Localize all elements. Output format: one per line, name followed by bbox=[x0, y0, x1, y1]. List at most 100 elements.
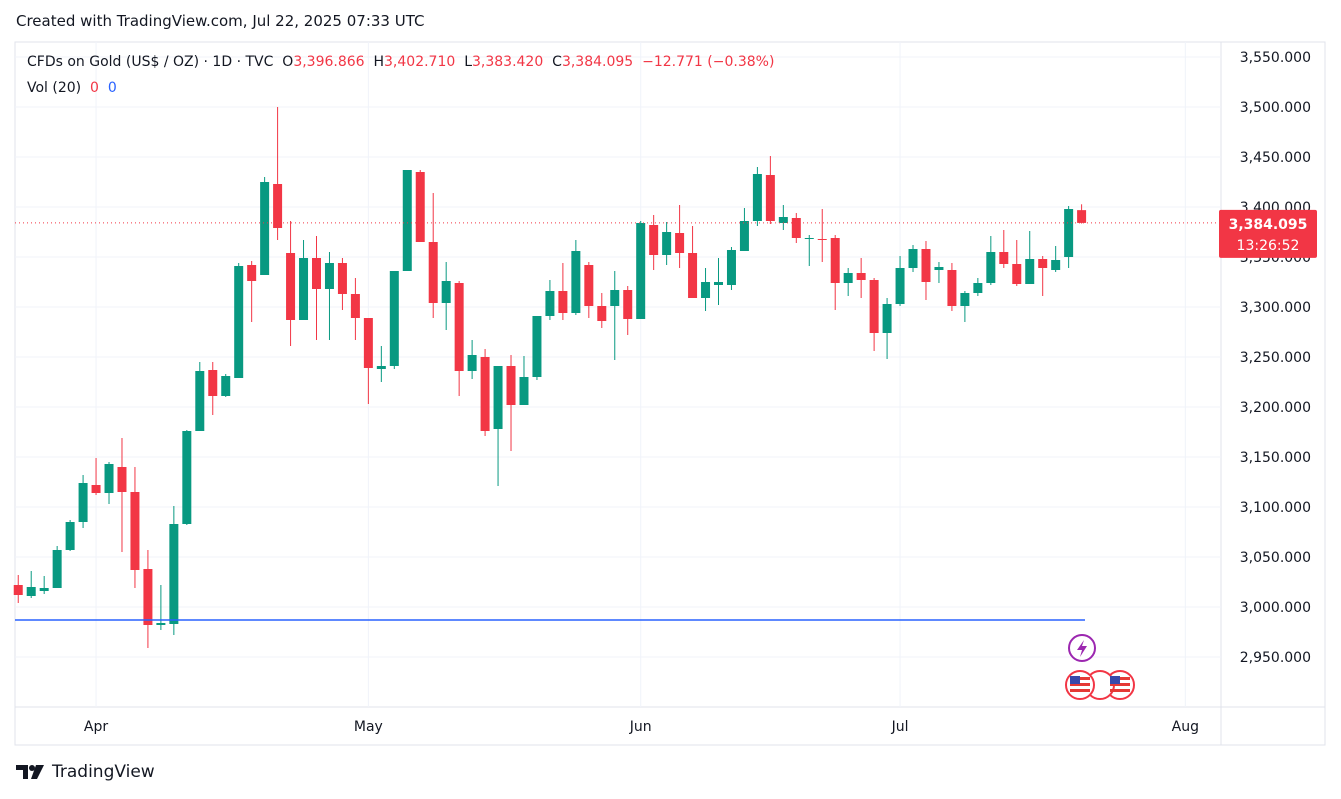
candle-body bbox=[791, 218, 801, 238]
candle-body bbox=[91, 485, 101, 493]
candle-body bbox=[662, 232, 672, 255]
candle-body bbox=[545, 291, 555, 316]
candle-body bbox=[324, 263, 334, 289]
candle-body bbox=[39, 588, 49, 591]
candle-body bbox=[52, 550, 62, 588]
marks bbox=[13, 107, 1221, 648]
candle-body bbox=[973, 283, 983, 293]
candle-body bbox=[571, 251, 581, 313]
legend-label: H bbox=[373, 54, 385, 70]
legend-value: 3,383.420 bbox=[472, 54, 544, 70]
candle-body bbox=[337, 263, 347, 294]
candle-body bbox=[169, 524, 179, 624]
candle-body bbox=[286, 253, 296, 320]
footer: TradingView bbox=[16, 762, 155, 782]
candle-body bbox=[934, 267, 944, 270]
candle-body bbox=[260, 182, 270, 275]
candle-body bbox=[493, 366, 503, 429]
candle-body bbox=[843, 273, 853, 283]
candle-body bbox=[739, 221, 749, 251]
y-tick-label: 3,450.000 bbox=[1240, 150, 1311, 166]
candle-body bbox=[804, 238, 814, 239]
volume-value: 0 bbox=[90, 80, 99, 96]
candle-body bbox=[1064, 209, 1074, 257]
brand-name: TradingView bbox=[52, 762, 155, 782]
candle-body bbox=[65, 522, 75, 550]
axes: 2,950.000 3,000.000 3,050.000 3,100.000 3,15… bbox=[84, 50, 1317, 735]
candle-body bbox=[156, 623, 166, 625]
candle-body bbox=[882, 304, 892, 333]
candle-body bbox=[350, 294, 360, 318]
candle-body bbox=[363, 318, 373, 368]
candle-body bbox=[532, 316, 542, 377]
candle-body bbox=[480, 357, 490, 431]
candle-body bbox=[13, 585, 23, 595]
legend-change-pct: (−0.38%) bbox=[707, 54, 775, 70]
y-tick-label: 3,300.000 bbox=[1240, 300, 1311, 316]
candle-body bbox=[1038, 259, 1048, 268]
volume-value: 0 bbox=[107, 80, 117, 96]
legend-value: 3,402.710 bbox=[384, 54, 456, 70]
candle-body bbox=[1077, 210, 1087, 223]
countdown-label: 13:26:52 bbox=[1237, 238, 1300, 254]
candle-body bbox=[519, 377, 529, 405]
candle-body bbox=[558, 291, 568, 313]
candle-body bbox=[1025, 259, 1035, 284]
candle-body bbox=[856, 273, 866, 280]
x-tick-label: Jun bbox=[629, 719, 652, 735]
candle-body bbox=[778, 217, 788, 223]
candle-body bbox=[273, 184, 283, 228]
candle-body bbox=[817, 239, 827, 240]
candle-body bbox=[234, 266, 244, 378]
y-tick-label: 3,000.000 bbox=[1240, 600, 1311, 616]
y-tick-label: 3,050.000 bbox=[1240, 550, 1311, 566]
legend-value: 3,396.866 bbox=[293, 54, 365, 70]
candle-body bbox=[104, 464, 114, 493]
x-tick-label: Jul bbox=[891, 719, 909, 735]
candle-body bbox=[726, 250, 736, 285]
candle-body bbox=[415, 172, 425, 242]
candle-body bbox=[26, 587, 36, 596]
candle-body bbox=[597, 306, 607, 321]
y-tick-label: 3,200.000 bbox=[1240, 400, 1311, 416]
candle-body bbox=[299, 258, 309, 320]
legend-title: CFDs on Gold (US$ / OZ) · 1D · TVC bbox=[27, 54, 274, 70]
candle-body bbox=[389, 271, 399, 366]
candle-body bbox=[1012, 264, 1022, 284]
candle-body bbox=[999, 252, 1009, 264]
candle-body bbox=[584, 265, 594, 306]
candle-body bbox=[895, 268, 905, 304]
candle-body bbox=[182, 431, 192, 524]
y-tick-label: 3,500.000 bbox=[1240, 100, 1311, 116]
y-tick-label: 2,950.000 bbox=[1240, 650, 1311, 666]
candle-body bbox=[195, 371, 205, 431]
candle-body bbox=[908, 249, 918, 268]
candle-body bbox=[78, 483, 88, 522]
candle-body bbox=[623, 290, 633, 319]
legend-change: −12.771 bbox=[642, 54, 703, 70]
grid bbox=[15, 42, 1221, 707]
volume-label: Vol (20) bbox=[27, 80, 82, 96]
candle-body bbox=[765, 175, 775, 221]
candle-body bbox=[714, 282, 723, 285]
candle-body bbox=[117, 467, 127, 492]
last-price-label: 3,384.095 bbox=[1229, 217, 1308, 233]
last-price-box bbox=[1219, 209, 1317, 258]
x-tick-label: May bbox=[354, 719, 383, 735]
candle-body bbox=[688, 253, 698, 298]
x-tick-label: Aug bbox=[1172, 719, 1199, 735]
y-tick-label: 3,150.000 bbox=[1240, 450, 1311, 466]
candle-body bbox=[221, 376, 231, 396]
candle-body bbox=[143, 569, 153, 625]
candle-body bbox=[869, 280, 879, 333]
candle-body bbox=[428, 242, 438, 303]
candle-body bbox=[376, 366, 386, 369]
candle-body bbox=[830, 238, 840, 283]
candle-body bbox=[701, 282, 711, 298]
candle-body bbox=[247, 265, 257, 281]
candle-body bbox=[454, 283, 464, 371]
candle-body bbox=[130, 492, 140, 570]
attribution: Created with TradingView.com, Jul 22, 20… bbox=[16, 12, 425, 30]
